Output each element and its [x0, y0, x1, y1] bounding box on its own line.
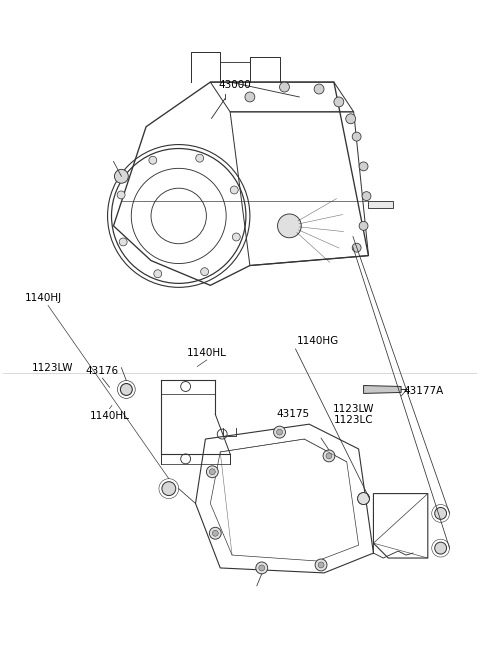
Polygon shape: [363, 386, 401, 394]
Circle shape: [334, 97, 344, 107]
Circle shape: [277, 214, 301, 238]
Circle shape: [259, 565, 264, 571]
Text: 43175: 43175: [276, 409, 310, 419]
Text: 1140HL: 1140HL: [90, 411, 130, 421]
Circle shape: [435, 542, 446, 554]
Circle shape: [180, 454, 191, 464]
Circle shape: [352, 132, 361, 141]
Circle shape: [274, 426, 286, 438]
Circle shape: [114, 170, 128, 183]
Text: 1140HG: 1140HG: [297, 335, 339, 346]
Circle shape: [119, 238, 127, 246]
Circle shape: [346, 114, 356, 124]
Circle shape: [323, 450, 335, 462]
Circle shape: [162, 481, 176, 496]
Circle shape: [358, 493, 370, 504]
Circle shape: [217, 429, 227, 439]
Circle shape: [352, 243, 361, 252]
Text: 43000: 43000: [219, 81, 252, 90]
Circle shape: [230, 186, 238, 194]
Circle shape: [318, 562, 324, 568]
Text: 43177A: 43177A: [404, 386, 444, 396]
Text: 43176: 43176: [86, 366, 119, 376]
Text: 1123LC: 1123LC: [334, 415, 373, 424]
Circle shape: [201, 268, 209, 276]
Text: 1123LW: 1123LW: [32, 363, 73, 373]
Circle shape: [279, 82, 289, 92]
Circle shape: [212, 531, 218, 536]
Circle shape: [358, 493, 370, 504]
Text: 1123LW: 1123LW: [333, 404, 374, 414]
Circle shape: [359, 221, 368, 231]
Circle shape: [232, 233, 240, 241]
Circle shape: [149, 157, 157, 164]
Circle shape: [314, 84, 324, 94]
Circle shape: [360, 496, 367, 502]
Circle shape: [362, 192, 371, 200]
Circle shape: [245, 92, 255, 102]
Circle shape: [256, 562, 268, 574]
Text: 1140HJ: 1140HJ: [24, 293, 61, 303]
Circle shape: [209, 527, 221, 539]
Circle shape: [120, 384, 132, 396]
Text: 1140HL: 1140HL: [187, 348, 227, 358]
Circle shape: [209, 469, 216, 475]
Circle shape: [276, 429, 283, 435]
Circle shape: [315, 559, 327, 571]
Circle shape: [180, 382, 191, 392]
Circle shape: [326, 453, 332, 459]
Circle shape: [117, 191, 125, 199]
Circle shape: [359, 162, 368, 171]
Circle shape: [196, 154, 204, 162]
Circle shape: [154, 270, 162, 278]
Circle shape: [206, 466, 218, 477]
Circle shape: [435, 508, 446, 519]
Polygon shape: [369, 201, 393, 208]
